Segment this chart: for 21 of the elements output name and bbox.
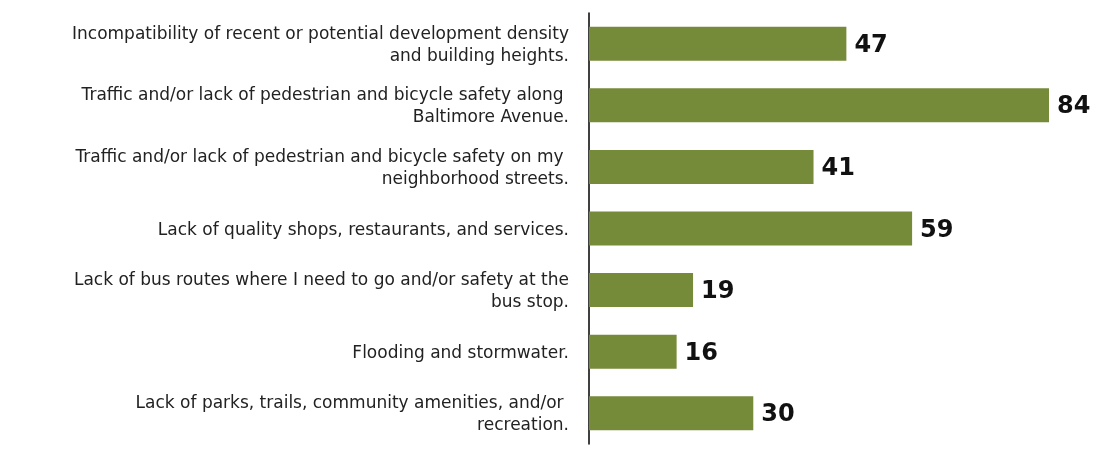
data-label: 16 xyxy=(684,337,719,366)
y-tick-label: Flooding and stormwater. xyxy=(352,341,569,362)
bar xyxy=(589,149,814,184)
bar xyxy=(589,273,694,308)
bar xyxy=(589,396,754,431)
y-tick-label: Lack of quality shops, restaurants, and services. xyxy=(157,218,569,239)
bar xyxy=(589,88,1049,123)
y-tick-label: Lack of parks, trails, community amenities, and/or recreation. xyxy=(135,392,569,435)
data-label: 41 xyxy=(821,152,855,181)
data-label: 59 xyxy=(920,214,954,243)
data-label: 84 xyxy=(1057,91,1091,120)
data-label: 19 xyxy=(701,276,735,305)
bar xyxy=(589,334,677,369)
data-label: 47 xyxy=(854,29,888,58)
y-tick-label: Traffic and/or lack of pedestrian and bicycle safety on my neighborhood streets. xyxy=(74,145,569,188)
y-tick-label: Traffic and/or lack of pedestrian and bicycle safety along Baltimore Avenue. xyxy=(80,84,569,127)
y-tick-label: Lack of bus routes where I need to go and/or safety at the bus stop. xyxy=(73,269,569,312)
bar xyxy=(589,211,913,246)
data-label: 30 xyxy=(761,399,795,428)
y-tick-label: Incompatibility of recent or potential development density and building heights. xyxy=(72,22,569,65)
bar xyxy=(589,26,847,61)
